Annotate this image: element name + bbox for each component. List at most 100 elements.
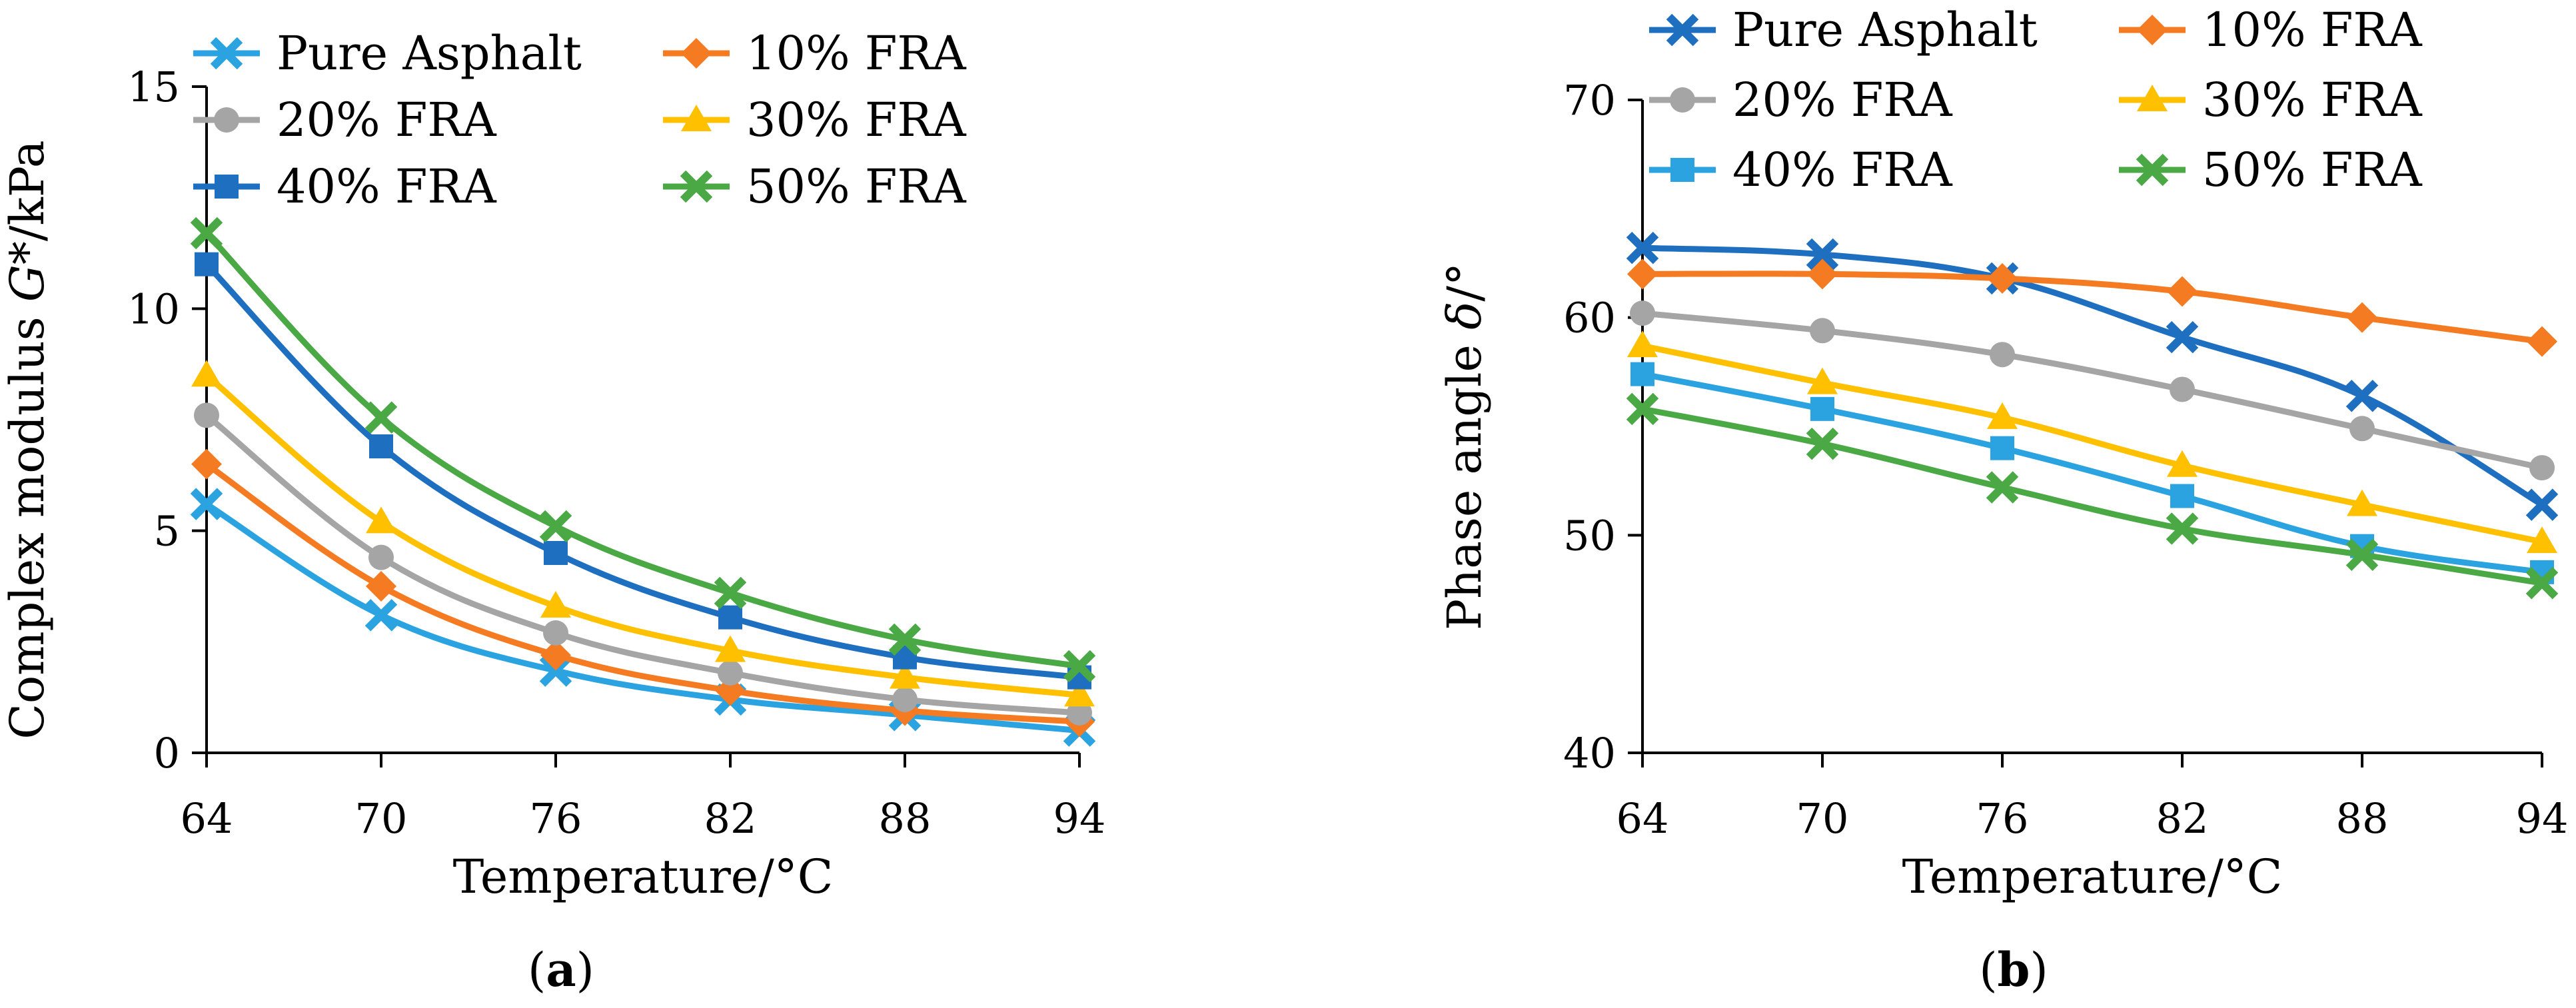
panel-label: (b) [1979, 942, 2048, 997]
data-point [1630, 300, 1655, 326]
series-line [1642, 342, 2543, 545]
data-point [194, 402, 219, 428]
legend-label: Pure Asphalt [277, 26, 582, 81]
legend-item: 30% FRA [2119, 73, 2423, 127]
data-point [2527, 326, 2557, 357]
legend-marker [215, 175, 239, 199]
legend: Pure Asphalt 10% FRA 20% FRA 30% FRA 40% FRA… [193, 26, 967, 214]
series-40-fra [195, 252, 1091, 690]
x-axis-title: Temperature/°C [1902, 849, 2283, 904]
y-tick-label: 60 [1563, 294, 1616, 342]
legend-marker [214, 107, 239, 133]
axes: 0 5 10 15 64 70 76 82 88 94 [127, 63, 1105, 843]
data-point [718, 660, 743, 686]
legend-marker [2137, 15, 2168, 45]
data-point [1986, 471, 2019, 504]
y-axis-title: Phase angle δ/° [1437, 262, 1492, 630]
legend-label: 20% FRA [1732, 73, 1953, 127]
data-point [1627, 258, 1658, 290]
data-point [2170, 376, 2195, 402]
data-point [890, 662, 920, 689]
series-10-fra [191, 448, 1095, 738]
series-line [204, 262, 1080, 681]
data-point [1810, 318, 1835, 344]
series-line [1642, 371, 2543, 576]
data-point [1807, 258, 1838, 290]
legend-label: 20% FRA [277, 93, 497, 147]
data-point [2167, 450, 2198, 477]
x-tick-label: 82 [2156, 794, 2209, 843]
series-50-fra [1626, 392, 2559, 600]
data-point [2345, 538, 2379, 571]
data-point [2347, 302, 2377, 333]
data-point [1064, 680, 1095, 707]
data-point [364, 599, 398, 632]
series-line [1642, 245, 2544, 508]
legend-marker [1670, 158, 1694, 182]
data-point [2345, 380, 2379, 412]
x-tick-label: 82 [704, 794, 757, 843]
legend-label: 10% FRA [746, 26, 967, 81]
legend-item: Pure Asphalt [1649, 3, 2038, 57]
data-point [888, 623, 922, 656]
data-point [2170, 484, 2194, 508]
data-point [1063, 650, 1096, 683]
data-point [1987, 402, 2018, 429]
legend-label: 30% FRA [746, 93, 967, 147]
data-point [368, 544, 394, 570]
plot-area [1626, 231, 2559, 600]
data-point [191, 360, 222, 387]
series-line [205, 372, 1080, 698]
y-tick-label: 15 [127, 63, 180, 111]
legend-label: Pure Asphalt [1732, 3, 2038, 57]
legend-label: 40% FRA [1732, 143, 1953, 197]
legend-label: 40% FRA [277, 159, 497, 214]
data-point [2529, 455, 2555, 481]
data-point [540, 591, 571, 618]
panel-b: 40 50 60 70 64 70 76 82 88 94 Temperature/°C Phase … [1437, 3, 2568, 997]
legend-item: 40% FRA [193, 159, 497, 214]
data-point [2166, 320, 2199, 354]
legend: Pure Asphalt 10% FRA 20% FRA 30% FRA 40% FRA… [1649, 3, 2423, 197]
series-20-fra [194, 402, 1092, 726]
series-line [205, 501, 1080, 734]
series-20-fra [1630, 300, 2555, 481]
data-point [369, 434, 393, 458]
y-tick-label: 5 [154, 507, 180, 556]
data-point [364, 401, 398, 434]
data-point [366, 506, 396, 534]
series-line [1642, 270, 2543, 345]
data-point [539, 510, 572, 543]
data-point [1626, 231, 1659, 264]
data-point [1630, 362, 1654, 386]
legend-item: 10% FRA [663, 26, 967, 81]
data-point [1806, 238, 1839, 271]
legend-marker [681, 38, 712, 69]
panel-a: 0 5 10 15 64 70 76 82 88 94 Temperature/°C Complex … [0, 26, 1105, 997]
data-point [195, 252, 219, 276]
x-tick-label: 70 [355, 794, 408, 843]
data-point [191, 448, 222, 480]
data-point [544, 541, 568, 565]
data-point [2525, 488, 2559, 521]
panel-label: (a) [528, 942, 594, 997]
x-tick-label: 88 [2336, 794, 2389, 843]
data-point [1067, 700, 1092, 726]
legend-label: 10% FRA [2202, 3, 2423, 57]
data-point [2347, 489, 2377, 516]
series-pure-asphalt [1626, 231, 2559, 521]
data-point [1987, 262, 2018, 294]
plot-area [190, 217, 1096, 747]
data-point [540, 640, 571, 671]
series-line [205, 461, 1080, 725]
series-line [1642, 406, 2543, 586]
x-tick-label: 88 [879, 794, 932, 843]
legend-marker [680, 170, 713, 203]
x-tick-label: 70 [1796, 794, 1849, 843]
y-axis-title: Complex modulus G*/kPa [0, 140, 55, 739]
legend-marker [1666, 13, 1699, 47]
series-30-fra [1627, 330, 2557, 554]
data-point [190, 217, 223, 250]
x-tick-label: 94 [2516, 794, 2569, 843]
